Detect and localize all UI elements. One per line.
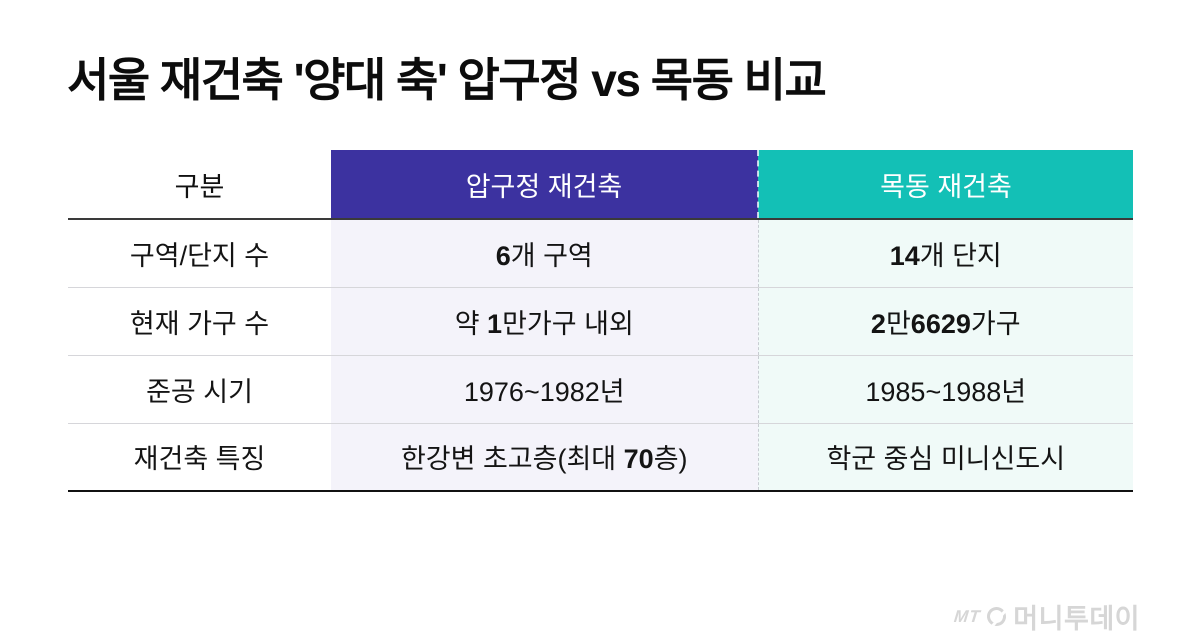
apgujeong-zones-value: 6개 구역 — [331, 219, 758, 288]
table-row: 준공 시기 1976~1982년 1985~1988년 — [68, 355, 1133, 424]
moneytoday-logo: MT 머니투데이 — [952, 597, 1140, 636]
row-label-households: 현재 가구 수 — [68, 287, 331, 356]
table-header-row: 구분 압구정 재건축 목동 재건축 — [68, 150, 1133, 220]
mokdong-zones-value: 14개 단지 — [757, 219, 1133, 288]
slashed-circle-icon — [984, 604, 1009, 629]
page-title: 서울 재건축 '양대 축' 압구정 vs 목동 비교 — [67, 54, 827, 106]
header-category: 구분 — [68, 150, 331, 220]
table-row: 구역/단지 수 6개 구역 14개 단지 — [68, 219, 1133, 288]
header-apgujeong: 압구정 재건축 — [331, 150, 758, 220]
row-label-features: 재건축 특징 — [68, 423, 331, 492]
apgujeong-features-value: 한강변 초고층(최대 70층) — [331, 423, 758, 492]
apgujeong-completion-value: 1976~1982년 — [331, 355, 758, 424]
table-row: 재건축 특징 한강변 초고층(최대 70층) 학군 중심 미니신도시 — [68, 423, 1133, 492]
apgujeong-households-value: 약 1만가구 내외 — [331, 287, 758, 356]
moneytoday-wordmark: 머니투데이 — [1013, 604, 1140, 634]
mt-monogram: MT — [952, 606, 982, 626]
mokdong-households-value: 2만6629가구 — [757, 287, 1133, 356]
header-mokdong: 목동 재건축 — [757, 150, 1133, 220]
row-label-zones: 구역/단지 수 — [68, 219, 331, 288]
table-row: 현재 가구 수 약 1만가구 내외 2만6629가구 — [68, 287, 1133, 356]
mokdong-features-value: 학군 중심 미니신도시 — [757, 423, 1133, 492]
comparison-table: 구분 압구정 재건축 목동 재건축 구역/단지 수 6개 구역 14개 단지 현… — [68, 150, 1133, 492]
mokdong-completion-value: 1985~1988년 — [757, 355, 1133, 424]
row-label-completion: 준공 시기 — [68, 355, 331, 424]
